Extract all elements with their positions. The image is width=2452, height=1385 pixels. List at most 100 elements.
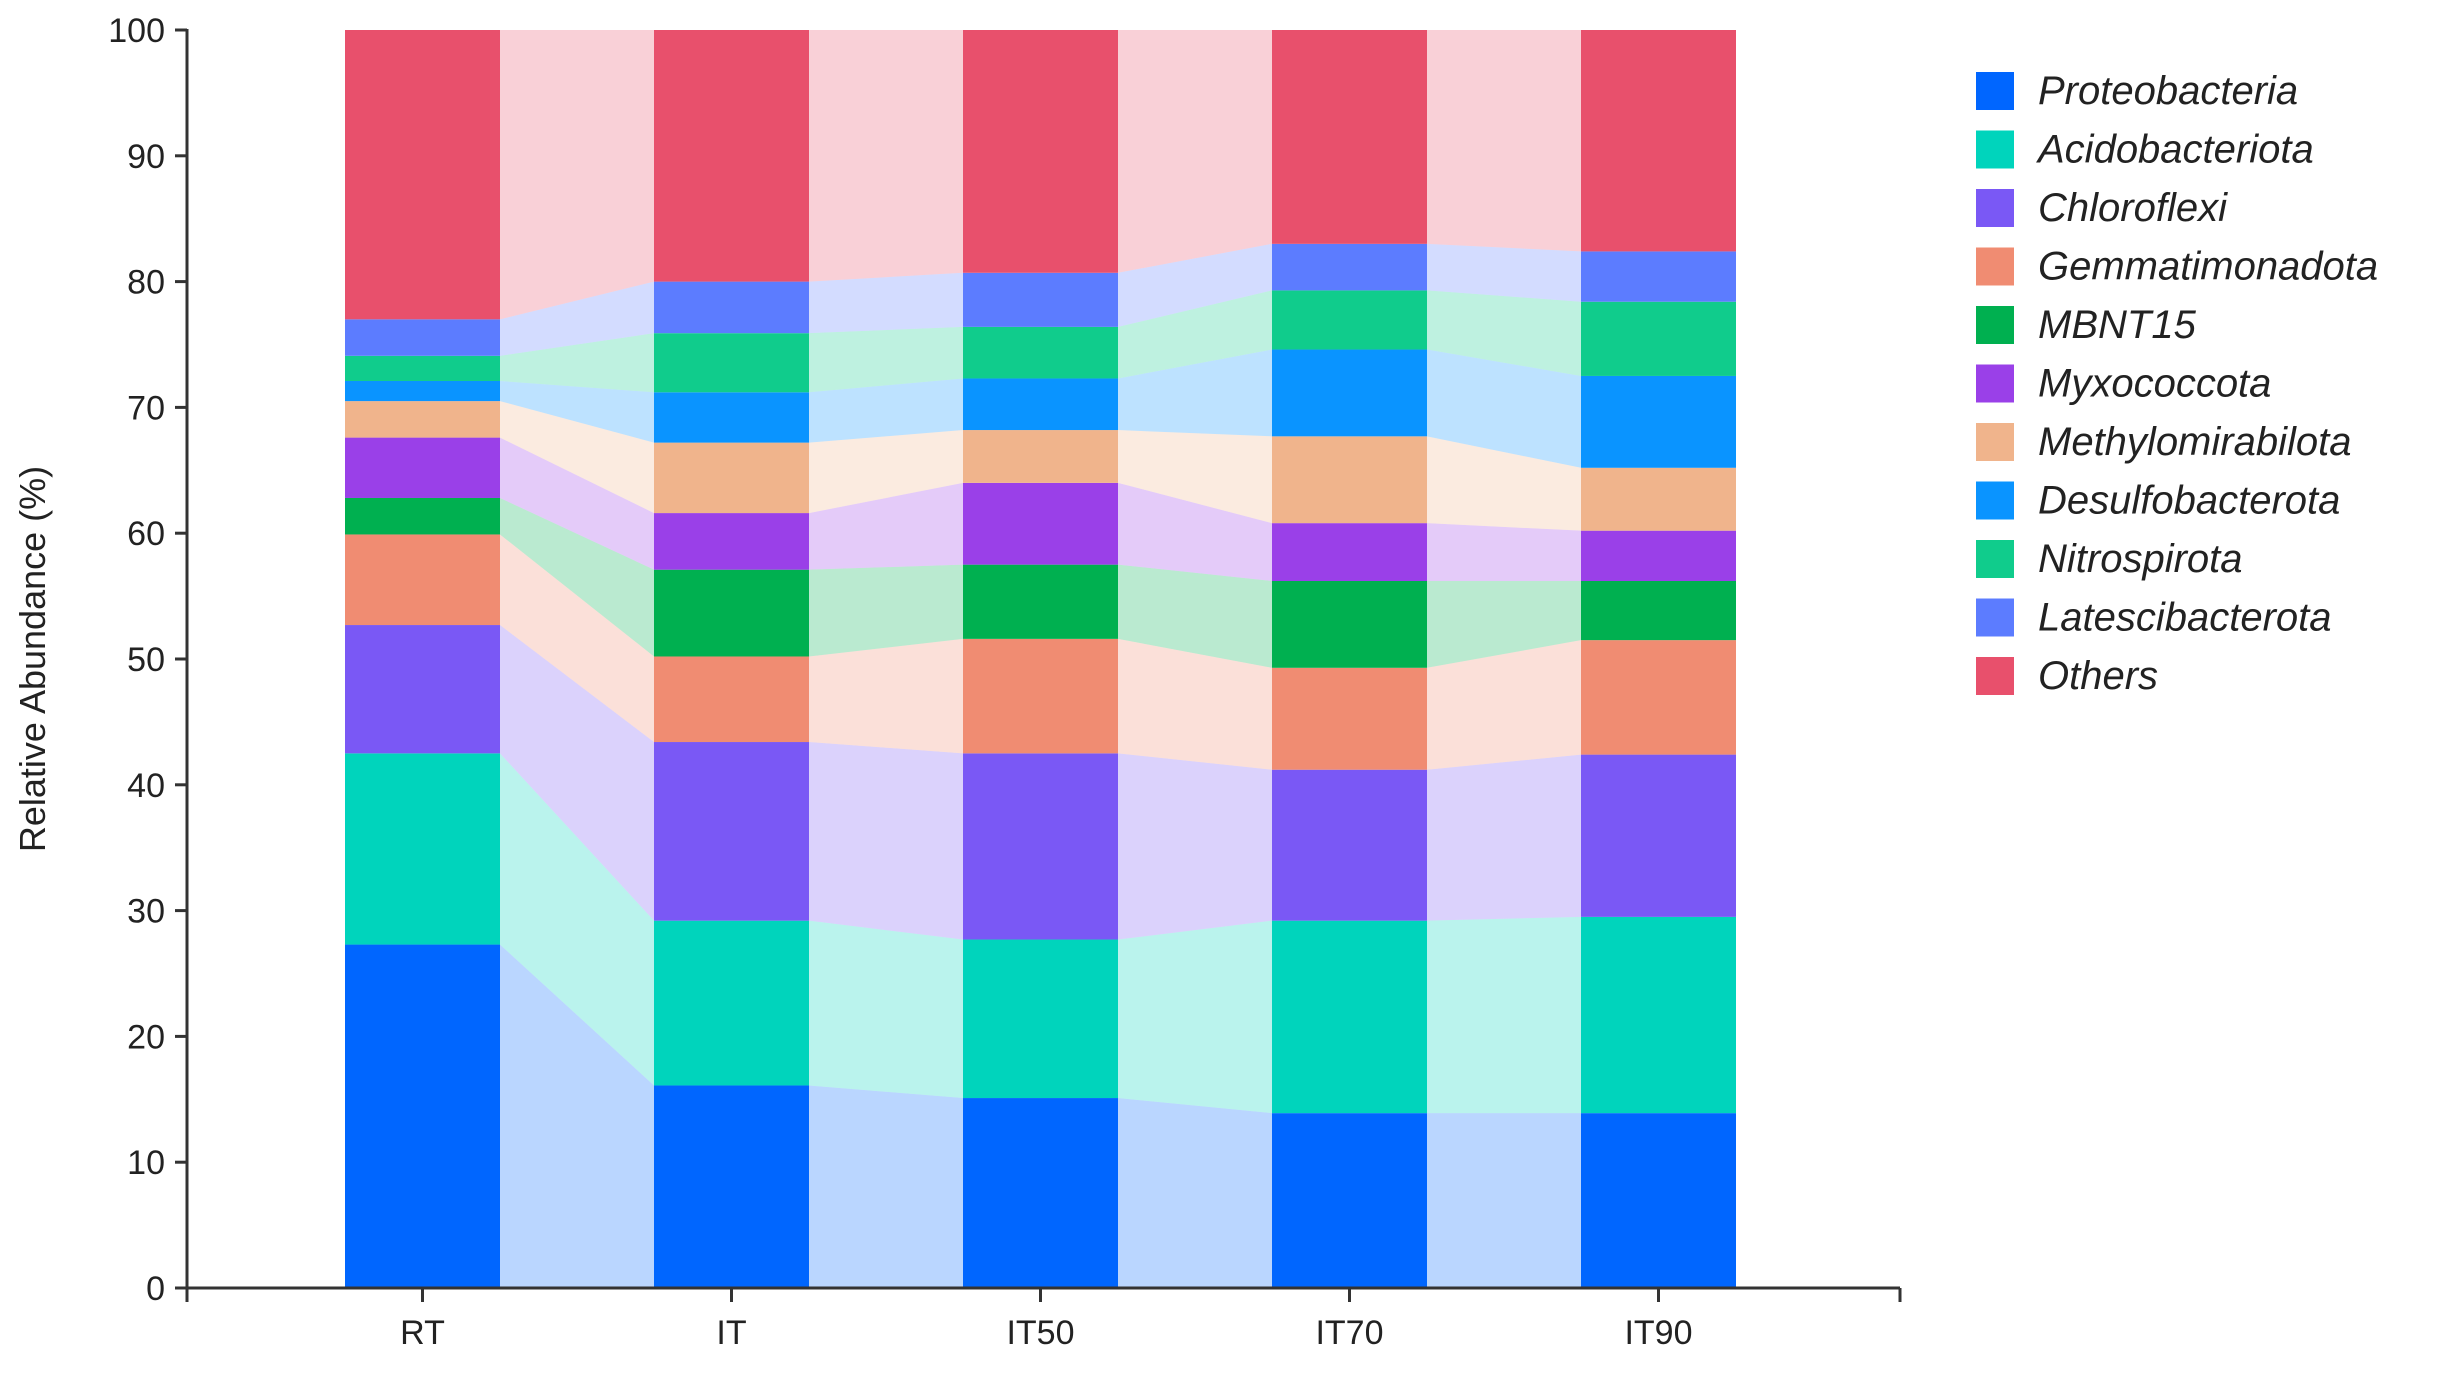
legend-label-methylomirabilota: Methylomirabilota [2038,420,2351,464]
legend-swatch-latescibacterota [1976,598,2014,637]
legend-label-chloroflexi: Chloroflexi [2038,186,2228,230]
bar-segment-acidobacteriota-it [654,920,809,1086]
y-tick-label-0: 0 [146,1270,165,1308]
flow-band-others-it70-to-it90 [1427,30,1581,252]
bar-segment-others-it70 [1272,30,1427,244]
bar-segment-desulfobacterota-rt [345,380,500,402]
y-axis-title: Relative Abundance (%) [12,466,53,852]
flow-band-latescibacterota-it-to-it50 [809,272,963,334]
x-tick-label-rt: RT [400,1314,445,1352]
legend-label-proteobacteria: Proteobacteria [2038,69,2298,113]
y-tick-label-70: 70 [127,389,165,427]
flow-band-gemmatimonadota-it50-to-it70 [1118,638,1272,770]
flow-band-latescibacterota-it70-to-it90 [1427,243,1581,302]
flow-bands [500,30,1581,1288]
flow-band-mbnt15-it-to-it50 [809,564,963,657]
legend-label-gemmatimonadota: Gemmatimonadota [2038,245,2378,289]
flow-band-myxococcota-rt-to-it [500,437,654,570]
flow-band-myxococcota-it70-to-it90 [1427,523,1581,582]
bar-segment-proteobacteria-rt [345,944,500,1288]
bar-segment-gemmatimonadota-it50 [963,638,1118,754]
bar-segment-mbnt15-it50 [963,564,1118,639]
flow-band-proteobacteria-it-to-it50 [809,1085,963,1288]
bar-segment-chloroflexi-it90 [1581,754,1736,917]
bar-segment-latescibacterota-rt [345,319,500,356]
flow-band-chloroflexi-it-to-it50 [809,742,963,940]
bar-segment-methylomirabilota-it70 [1272,436,1427,524]
axes: 0 10 20 30 40 50 60 70 80 90 100 RT IT IT50 IT70 IT90 [108,12,1902,1352]
flow-band-methylomirabilota-it50-to-it70 [1118,430,1272,524]
bar-segment-mbnt15-it90 [1581,581,1736,641]
bar-segment-myxococcota-it70 [1272,523,1427,582]
bar-segment-chloroflexi-it [654,742,809,921]
bar-segment-chloroflexi-it70 [1272,769,1427,921]
y-tick-label-100: 100 [108,12,165,50]
bar-segment-others-it50 [963,30,1118,273]
bar-segment-myxococcota-it50 [963,482,1118,565]
legend-swatch-gemmatimonadota [1976,247,2014,286]
bar-segment-acidobacteriota-it50 [963,939,1118,1099]
bar-segment-nitrospirota-it [654,333,809,393]
y-tick-label-80: 80 [127,264,165,302]
bar-segment-nitrospirota-it90 [1581,301,1736,376]
flow-band-chloroflexi-it50-to-it70 [1118,753,1272,940]
flow-band-myxococcota-it-to-it50 [809,482,963,570]
bar-segment-desulfobacterota-it50 [963,378,1118,431]
flow-band-nitrospirota-it-to-it50 [809,326,963,393]
bar-segment-desulfobacterota-it [654,392,809,443]
flow-band-proteobacteria-it70-to-it90 [1427,1113,1581,1288]
flow-band-gemmatimonadota-rt-to-it [500,534,654,743]
bar-segment-myxococcota-it [654,513,809,570]
bar-segment-methylomirabilota-it90 [1581,467,1736,531]
bar-segment-proteobacteria-it70 [1272,1113,1427,1288]
legend-label-myxococcota: Myxococcota [2038,362,2271,406]
legend-swatch-methylomirabilota [1976,423,2014,461]
x-tick-label-it70: IT70 [1315,1314,1383,1352]
bar-segment-gemmatimonadota-rt [345,534,500,626]
bar-segment-methylomirabilota-it [654,442,809,514]
bar-segment-latescibacterota-it90 [1581,251,1736,302]
y-tick-label-20: 20 [127,1018,165,1056]
flow-band-acidobacteriota-it70-to-it90 [1427,916,1581,1114]
bar-segment-gemmatimonadota-it70 [1272,667,1427,770]
bar-segment-others-it [654,30,809,282]
legend-swatch-nitrospirota [1976,540,2014,578]
bar-segment-methylomirabilota-rt [345,401,500,438]
bar-segment-latescibacterota-it50 [963,272,1118,327]
flow-band-nitrospirota-it70-to-it90 [1427,290,1581,376]
flow-band-desulfobacterota-rt-to-it [500,380,654,443]
flow-band-acidobacteriota-it50-to-it70 [1118,920,1272,1114]
flow-band-chloroflexi-it70-to-it90 [1427,754,1581,921]
legend-swatch-desulfobacterota [1976,481,2014,520]
flow-band-latescibacterota-rt-to-it [500,281,654,356]
flow-band-gemmatimonadota-it70-to-it90 [1427,640,1581,770]
x-tick-label-it: IT [716,1314,746,1352]
bars [345,30,1736,1288]
bar-segment-chloroflexi-rt [345,625,500,754]
legend-label-acidobacteriota: Acidobacteriota [2036,128,2314,172]
bar-segment-acidobacteriota-it90 [1581,916,1736,1114]
bar-segment-desulfobacterota-it90 [1581,375,1736,468]
flow-band-mbnt15-it70-to-it90 [1427,581,1581,668]
flow-band-others-rt-to-it [500,30,654,320]
flow-band-others-it-to-it50 [809,30,963,282]
y-tick-label-30: 30 [127,893,165,931]
bar-segment-desulfobacterota-it70 [1272,349,1427,437]
flow-band-methylomirabilota-it-to-it50 [809,430,963,514]
bar-segment-nitrospirota-it50 [963,326,1118,379]
legend-label-desulfobacterota: Desulfobacterota [2038,479,2340,523]
bar-segment-proteobacteria-it50 [963,1098,1118,1288]
bar-segment-mbnt15-it [654,569,809,657]
bar-segment-mbnt15-it70 [1272,581,1427,668]
y-tick-label-40: 40 [127,767,165,805]
legend-swatch-others [1976,657,2014,695]
x-tick-label-it90: IT90 [1624,1314,1692,1352]
flow-band-desulfobacterota-it-to-it50 [809,378,963,443]
legend-label-nitrospirota: Nitrospirota [2038,537,2243,581]
flow-band-acidobacteriota-it-to-it50 [809,920,963,1099]
flow-band-mbnt15-rt-to-it [500,497,654,657]
y-tick-label-90: 90 [127,138,165,176]
bar-segment-latescibacterota-it70 [1272,243,1427,291]
